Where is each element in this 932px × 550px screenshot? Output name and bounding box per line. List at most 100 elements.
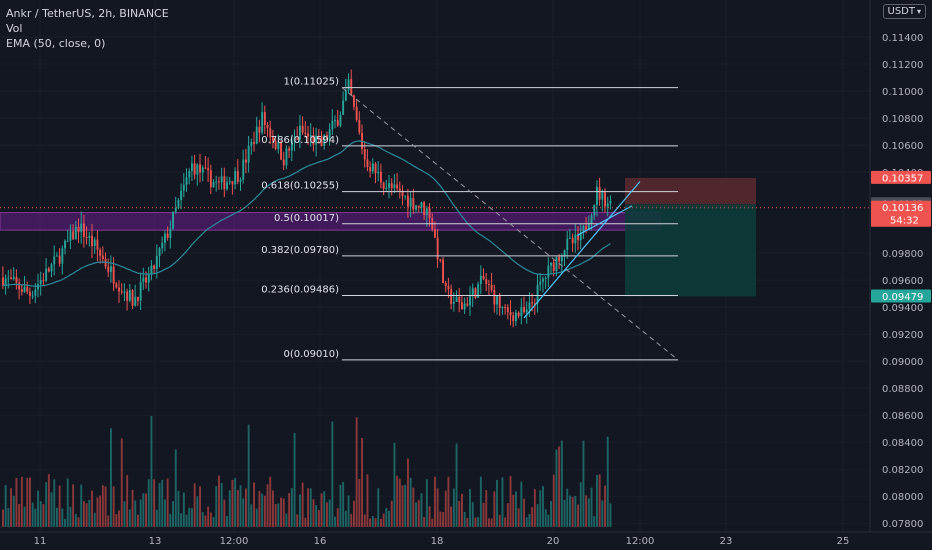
volume-bar — [218, 475, 220, 527]
candle-body — [309, 134, 312, 137]
candle-body — [177, 200, 180, 208]
candle-body — [334, 120, 336, 122]
candle-body — [396, 184, 399, 189]
price-axis[interactable]: 0.114000.112000.110000.108000.106000.104… — [869, 0, 931, 532]
price-tick-label: 0.08400 — [882, 438, 923, 449]
volume-bar — [7, 508, 10, 527]
support-trend-line[interactable] — [523, 181, 641, 319]
stop-loss-zone[interactable] — [625, 177, 756, 205]
volume-bar — [423, 516, 426, 527]
candle-body — [250, 141, 253, 146]
candle-body — [123, 291, 126, 293]
volume-bar — [490, 518, 493, 527]
volume-bar — [145, 493, 147, 527]
candle-body — [88, 235, 91, 238]
support-trend-line[interactable] — [576, 205, 633, 237]
volume-bar — [155, 509, 158, 527]
fib-trend-line[interactable] — [341, 87, 679, 361]
volume-bar — [293, 432, 296, 527]
volume-bar — [107, 515, 110, 527]
candle-body — [371, 163, 374, 172]
price-label-stop[interactable]: 0.10357 — [871, 170, 931, 185]
take-profit-zone[interactable] — [625, 204, 756, 297]
price-label-target[interactable]: 0.09479 — [871, 289, 931, 303]
trend-lines[interactable] — [0, 181, 870, 319]
volume-bar — [407, 458, 409, 527]
candle-body — [158, 248, 161, 257]
volume-bar — [439, 511, 442, 527]
candle-body — [355, 106, 358, 120]
volume-bar — [153, 479, 156, 527]
candle-body — [83, 223, 85, 237]
volume-bar — [309, 488, 312, 527]
candle-body — [110, 266, 112, 272]
time-tick-label: 11 — [34, 536, 47, 547]
candle-body — [566, 238, 569, 251]
candle-body — [604, 191, 606, 207]
fibonacci-retracement[interactable]: 1(0.11025) 0.786(0.10594) 0.618(0.10255) 0.… — [261, 77, 679, 361]
volume-bar — [355, 417, 358, 527]
candle-body — [145, 277, 147, 283]
candle-body — [385, 187, 388, 189]
candle-body — [50, 264, 53, 272]
ema-indicator-label[interactable]: EMA (50, close, 0) — [6, 37, 106, 50]
candle-body — [258, 126, 261, 133]
candle-body — [42, 280, 45, 282]
price-tick-label: 0.09200 — [882, 330, 923, 341]
volume-bar — [452, 488, 455, 527]
candle-body — [174, 207, 177, 212]
candle-body — [342, 100, 345, 115]
candle-body — [585, 225, 588, 230]
volume-bar — [66, 478, 69, 527]
candle-body — [101, 255, 104, 259]
candle-body — [107, 266, 110, 272]
volume-bar — [280, 497, 282, 527]
time-tick-label: 12:00 — [220, 536, 249, 547]
candle-body — [72, 231, 75, 240]
short-position-tool[interactable] — [625, 177, 756, 297]
volume-bar — [123, 501, 126, 527]
ema-line — [2, 140, 611, 287]
time-axis[interactable]: 11 13 12:00 16 18 20 12:00 23 25 — [0, 531, 932, 547]
candle-body — [455, 296, 458, 302]
candle-body — [469, 296, 471, 306]
volume-bar — [380, 518, 382, 527]
volume-bar — [525, 517, 528, 527]
volume-bar — [382, 513, 385, 527]
price-label-last[interactable]: 0.10136 54:32 — [871, 200, 931, 227]
volume-bar — [425, 479, 428, 527]
candle-body — [542, 278, 544, 282]
currency-selector[interactable]: USDT ▾ — [882, 4, 926, 19]
volume-bar — [363, 514, 366, 527]
candle-body — [239, 179, 242, 182]
volume-bar — [358, 478, 361, 527]
candle-body — [425, 208, 428, 216]
candle-body — [506, 307, 509, 312]
candle-body — [439, 259, 442, 261]
candle-body — [231, 181, 234, 185]
volume-bar — [320, 493, 323, 527]
price-tick-label: 0.09800 — [882, 249, 923, 260]
volume-indicator-label[interactable]: Vol — [6, 22, 23, 35]
candle-body — [398, 188, 401, 191]
candle-body — [64, 240, 66, 249]
candle-body — [69, 231, 72, 241]
time-tick-label: 13 — [149, 536, 162, 547]
volume-bar — [282, 498, 285, 527]
fib-level-label: 0.5(0.10017) — [274, 213, 339, 224]
symbol-title[interactable]: Ankr / TetherUS, 2h, BINANCE — [6, 7, 169, 20]
price-tick-label: 0.08800 — [882, 384, 923, 395]
price-tick-label: 0.09600 — [882, 276, 923, 287]
candle-body — [317, 135, 320, 137]
candle-body — [571, 237, 574, 244]
volume-bar — [269, 476, 272, 527]
volume-bar — [139, 499, 142, 527]
candle-body — [374, 163, 377, 174]
candle-body — [555, 256, 558, 272]
volume-bar — [263, 495, 266, 527]
candle-body — [126, 291, 129, 301]
candle-body — [312, 134, 315, 145]
volume-bar — [228, 490, 231, 527]
candle-body — [290, 140, 293, 151]
